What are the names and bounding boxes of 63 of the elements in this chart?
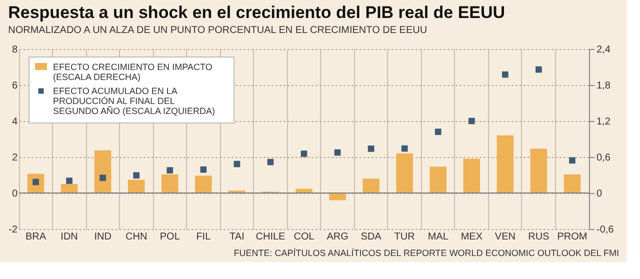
point (133, 172, 140, 179)
x-tick-label: COL (294, 232, 315, 242)
bar (362, 178, 380, 193)
x-tick-label: FIL (196, 232, 212, 242)
chart-subtitle: NORMALIZADO A UN ALZA DE UN PUNTO PORCENTUAL EN EL CRECIMIENTO DE EEUU (8, 25, 428, 36)
bar (128, 180, 145, 193)
chart-title: Respuesta a un shock en el crecimiento del PIB real de EEUU (8, 3, 506, 22)
x-tick-label: CHILE (256, 232, 286, 242)
x-tick-label: RUS (528, 232, 550, 242)
y2-tick-label: 0,6 (596, 152, 611, 164)
point (166, 167, 174, 174)
y-tick-label: 2 (12, 152, 18, 164)
x-tick-label: PROM (557, 232, 588, 242)
x-tick-label: TAI (230, 232, 244, 242)
point (200, 166, 207, 173)
y-tick-label: 8 (12, 44, 18, 56)
bar (530, 148, 548, 193)
x-tick-label: MAL (428, 232, 449, 242)
point (267, 158, 274, 166)
bar (396, 153, 413, 193)
y-tick-label: 0 (12, 188, 18, 200)
point (536, 66, 542, 73)
bar (496, 135, 514, 193)
x-tick-label: SDA (360, 232, 382, 242)
x-tick-label: CHN (126, 232, 148, 242)
point (368, 146, 374, 152)
x-tick-label: POL (160, 232, 180, 242)
y2-tick-label: 1,8 (596, 80, 611, 92)
bar (195, 176, 212, 193)
y-tick-label: 6 (12, 80, 18, 92)
bar (94, 150, 112, 193)
point (434, 128, 442, 135)
source-note: FUENTE: CAPÍTULOS ANALÍTICOS DEL REPORTE WORLD ECONOMIC OUTLOOK DEL FMI (234, 248, 619, 258)
x-tick-label: MEX (460, 232, 483, 242)
bar (430, 166, 446, 193)
point (66, 178, 72, 184)
point (468, 118, 475, 124)
point (401, 145, 408, 152)
y-tick-label: -2 (8, 224, 18, 236)
point (100, 174, 106, 182)
y2-tick-label: -0,6 (596, 224, 614, 236)
y2-tick-label: 0 (596, 188, 602, 200)
y2-tick-label: 2,4 (596, 44, 611, 56)
x-tick-label: VEN (494, 232, 516, 242)
bar (564, 174, 581, 193)
legend-label: EFECTO CRECIMIENTO EN IMPACTO (ESCALA DERECHA) (53, 62, 212, 82)
point (502, 71, 508, 78)
point (300, 150, 308, 157)
point (234, 160, 240, 168)
x-tick-label: IND (94, 232, 112, 242)
bar (329, 193, 346, 200)
bar (60, 184, 78, 193)
point (334, 149, 341, 156)
y2-tick-label: 1,2 (596, 116, 611, 128)
x-tick-label: ARG (326, 232, 349, 242)
x-tick-label: BRA (25, 232, 46, 242)
y-tick-label: 4 (12, 116, 18, 128)
bar (162, 174, 178, 193)
point (569, 157, 576, 164)
bar (463, 158, 480, 193)
x-tick-label: IDN (60, 232, 78, 242)
legend-label: EFECTO ACUMULADO EN LA PRODUCCIÓN AL FINAL DEL SEGUNDO AÑO (ESCALA IZQUIERDA) (53, 86, 216, 116)
x-tick-label: TUR (394, 232, 415, 242)
